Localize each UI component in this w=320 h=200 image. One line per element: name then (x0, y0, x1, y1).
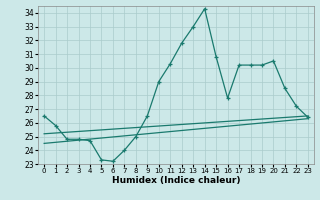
X-axis label: Humidex (Indice chaleur): Humidex (Indice chaleur) (112, 176, 240, 185)
